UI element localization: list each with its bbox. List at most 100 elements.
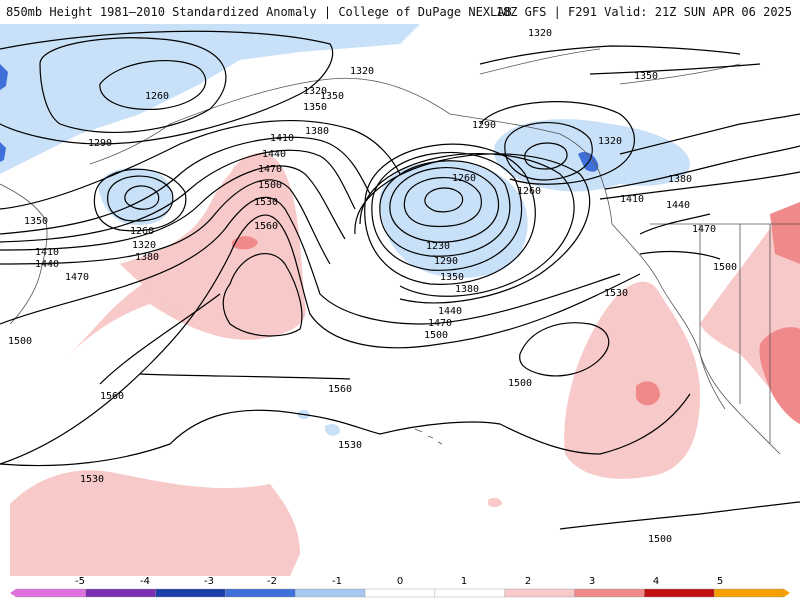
contour-low-west-1 <box>124 185 160 210</box>
colorbar-segment <box>85 588 156 598</box>
contour-central-1350 <box>371 151 522 271</box>
contour-label: 1500 <box>508 378 532 389</box>
contour-label: 1350 <box>24 216 48 227</box>
neg-anomaly-small2 <box>325 424 340 436</box>
contour-1500-south <box>559 501 800 530</box>
contour-1530-south <box>0 393 691 467</box>
map-header: 850mb Height 1981–2010 Standardized Anom… <box>0 0 800 24</box>
contour-central-1470 <box>354 153 591 304</box>
contour-label: 1410 <box>35 247 59 258</box>
contour-1260-nw <box>99 59 207 111</box>
contour-1560-east <box>519 322 610 377</box>
contour-label: 1410 <box>620 194 644 205</box>
state-borders <box>650 223 800 444</box>
coast-alaska <box>169 77 613 225</box>
pos-anomaly-small-red <box>232 236 258 250</box>
pos-anomaly-east-pacific <box>564 281 700 479</box>
colorbar-segment <box>225 588 296 598</box>
contour-1500-ne <box>639 250 721 260</box>
contour-1440-ne <box>599 171 800 200</box>
colorbar-right-arrow <box>784 589 790 597</box>
coast-asia <box>0 183 48 325</box>
colorbar-tick: -3 <box>204 576 214 587</box>
contour-label: 1260 <box>130 226 154 237</box>
colorbar-segment <box>364 588 436 598</box>
contour-low-west-3 <box>93 168 187 232</box>
contour-label: 1440 <box>262 149 286 160</box>
contour-label: 1500 <box>8 336 32 347</box>
contour-label: 1380 <box>668 174 692 185</box>
contour-gulf-1260 <box>524 142 568 170</box>
contour-label: 1440 <box>35 259 59 270</box>
contour-1470 <box>0 179 331 265</box>
colorbar-tick: 1 <box>460 576 468 587</box>
contour-label: 1230 <box>426 241 450 252</box>
contour-label: 1500 <box>648 534 672 545</box>
colorbar-tick: -4 <box>140 576 150 587</box>
contour-1410-ne <box>604 145 800 190</box>
contour-label: 1530 <box>254 197 278 208</box>
contour-1350-ne <box>589 63 761 75</box>
contour-label: 1350 <box>320 91 344 102</box>
contour-gulf-1290 <box>504 121 593 181</box>
coast-hawaii <box>414 428 443 445</box>
contour-label: 1500 <box>258 180 282 191</box>
colorbar-segment <box>434 588 505 598</box>
colorbar-strip <box>10 588 790 598</box>
colorbar-tick: 3 <box>588 576 596 587</box>
contour-label: 1260 <box>452 173 476 184</box>
contour-label: 1530 <box>338 440 362 451</box>
height-contours <box>0 30 800 530</box>
contour-label: 1350 <box>634 71 658 82</box>
contour-low-west-2 <box>107 175 174 222</box>
contour-1290-nw <box>39 37 227 134</box>
contour-1560-west <box>99 293 351 385</box>
contour-label: 1290 <box>472 120 496 131</box>
map-title: 850mb Height 1981–2010 Standardized Anom… <box>6 5 512 19</box>
contour-central-1230 <box>424 187 464 213</box>
pos-anomaly-small-se <box>488 497 502 507</box>
colorbar-tick: -2 <box>267 576 277 587</box>
coast-aleutians <box>89 123 171 165</box>
contour-label: 1350 <box>303 102 327 113</box>
colorbar-tick: 4 <box>652 576 660 587</box>
colorbar-segment <box>15 588 87 598</box>
contour-label: 1290 <box>434 256 458 267</box>
contour-1320-ne <box>479 45 741 65</box>
colorbar-tick: 5 <box>716 576 724 587</box>
contour-label: 1530 <box>604 288 628 299</box>
contour-label: 1560 <box>100 391 124 402</box>
colorbar-segment <box>155 588 226 598</box>
pos-anomaly-ridge <box>120 158 302 338</box>
contour-label: 1350 <box>440 272 464 283</box>
contour-1560-ridge <box>222 253 303 337</box>
contour-label: 1560 <box>254 221 278 232</box>
contour-central-1290 <box>389 167 500 243</box>
contour-label: 1470 <box>258 164 282 175</box>
contour-label: 1260 <box>517 186 541 197</box>
contour-label: 1440 <box>438 306 462 317</box>
contour-label: 1290 <box>88 138 112 149</box>
contour-label: 1470 <box>65 272 89 283</box>
contour-label: 1500 <box>713 262 737 273</box>
contour-label: 1380 <box>455 284 479 295</box>
contour-1440 <box>0 165 346 251</box>
contour-label: 1320 <box>350 66 374 77</box>
contour-label: 1320 <box>132 240 156 251</box>
contour-labels: 1320 1260 1350 1290 1320 1350 1380 1410 … <box>8 28 737 545</box>
anomaly-map: 1320 1260 1350 1290 1320 1350 1380 1410 … <box>0 24 800 576</box>
contour-label: 1470 <box>428 318 452 329</box>
contour-label: 1410 <box>270 133 294 144</box>
contour-central-1440 <box>359 153 575 297</box>
colorbar-tick: 2 <box>524 576 532 587</box>
contour-1410 <box>0 149 356 243</box>
contour-1320-nw <box>0 30 334 145</box>
contour-label: 1380 <box>305 126 329 137</box>
contour-label: 1530 <box>80 474 104 485</box>
contour-label: 1470 <box>692 224 716 235</box>
pos-anomaly-east-red <box>636 381 660 406</box>
coast-baja <box>699 353 726 410</box>
contour-central-1320 <box>379 160 511 257</box>
pos-anomaly-southwest-dark <box>759 327 800 424</box>
coast-canada-islands <box>479 48 741 85</box>
